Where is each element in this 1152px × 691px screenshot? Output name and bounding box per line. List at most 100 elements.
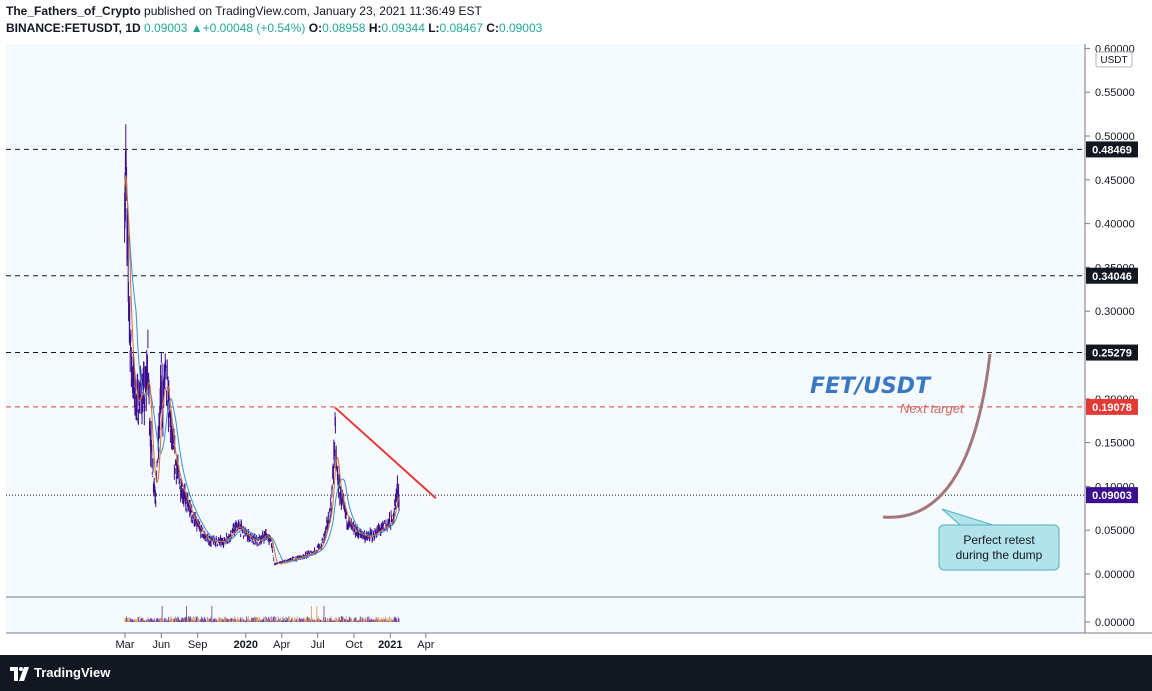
volume-bar [198, 617, 199, 622]
volume-bar [269, 618, 270, 622]
volume-bar [397, 620, 398, 622]
symbol-watermark-title[interactable]: FET/USDT [810, 374, 932, 399]
volume-bar [183, 618, 184, 622]
volume-bar [130, 619, 132, 622]
volume-bar [220, 618, 222, 622]
price-chart[interactable]: Perfect retest during the dump FET/USDT … [0, 44, 1152, 655]
volume-bar [199, 619, 201, 622]
volume-bar [241, 620, 243, 622]
y-tick-label: 0.55000 [1095, 87, 1135, 99]
plot-background [6, 44, 1085, 633]
callout-line1: Perfect retest [963, 533, 1035, 547]
volume-bar [261, 619, 263, 622]
volume-bar [277, 616, 279, 622]
volume-bar [251, 617, 253, 622]
volume-bar [141, 617, 142, 622]
volume-bar [204, 616, 206, 622]
volume-bar [355, 617, 356, 622]
volume-bar [142, 618, 144, 622]
volume-bar [305, 618, 307, 622]
volume-bar [359, 616, 361, 622]
volume-bar [156, 618, 157, 622]
volume-bar [201, 616, 202, 622]
volume-bar [292, 620, 294, 622]
volume-bar [254, 617, 256, 622]
volume-bar [144, 620, 146, 622]
volume-bar [224, 616, 226, 622]
level-label: 0.25279 [1092, 348, 1132, 360]
tradingview-brand[interactable]: TradingView [34, 665, 111, 680]
volume-bar [333, 620, 334, 622]
volume-bar [257, 617, 259, 622]
currency-label: USDT [1100, 55, 1127, 66]
chart-header: The_Fathers_of_Crypto published on Tradi… [0, 0, 1152, 44]
volume-bar [366, 620, 368, 622]
volume-bar [134, 619, 136, 622]
volume-bar [126, 616, 127, 622]
level-label-bg [1086, 267, 1138, 284]
volume-bar [314, 620, 316, 622]
volume-bar [252, 617, 254, 622]
volume-bar [153, 618, 155, 622]
volume-bar [219, 618, 221, 622]
volume-bar [265, 616, 266, 622]
author-name[interactable]: The_Fathers_of_Crypto [6, 4, 141, 18]
volume-bar [150, 618, 152, 622]
volume-bar [324, 620, 326, 622]
volume-bar [139, 616, 141, 622]
volume-bar [147, 617, 149, 622]
volume-bar [337, 620, 339, 622]
next-target-label[interactable]: Next target [900, 401, 965, 416]
price-change: +0.00048 (+0.54%) [202, 21, 306, 35]
volume-bar [256, 617, 258, 622]
callout[interactable]: Perfect retest during the dump [938, 508, 1060, 571]
volume-bar [246, 618, 248, 622]
volume-bar [130, 618, 131, 622]
time-axis[interactable]: Mar Jun Sep 2020 Apr Jul Oct 2021 Apr [116, 633, 435, 651]
volume-bar [156, 618, 158, 622]
volume-bar [232, 619, 234, 622]
tradingview-logo-icon[interactable] [10, 664, 30, 682]
symbol-label: BINANCE:FETUSDT, 1D [6, 21, 141, 35]
volume-bar [154, 620, 156, 622]
volume-bar [278, 618, 280, 622]
volume-bar [165, 620, 167, 622]
volume-bar [260, 620, 262, 622]
volume-bar [231, 618, 233, 622]
volume-bar [176, 619, 178, 622]
volume-bar [346, 619, 348, 622]
volume-bar [151, 618, 153, 622]
volume-bar [367, 617, 368, 622]
parabolic-arc[interactable] [882, 353, 992, 519]
volume-bar [352, 619, 354, 622]
x-tick-label: Jun [152, 639, 170, 651]
volume-bar [301, 617, 303, 622]
red-trendline[interactable] [334, 406, 437, 500]
level-label: 0.48469 [1092, 144, 1132, 156]
volume-bar [129, 617, 131, 622]
x-tick-label: 2020 [234, 639, 258, 651]
volume-bar [137, 617, 139, 622]
volume-bar [327, 618, 329, 622]
volume-bar [394, 617, 396, 622]
currency-badge[interactable] [1095, 51, 1133, 68]
level-label: 0.09003 [1092, 490, 1132, 502]
volume-bar [237, 616, 239, 622]
volume-bar [164, 618, 165, 622]
volume-bar [211, 606, 213, 622]
volume-bar [186, 606, 187, 622]
last-price: 0.09003 [144, 21, 188, 35]
volume-bar [340, 620, 341, 622]
volume-bar [213, 619, 214, 622]
volume-bar [267, 617, 269, 622]
volume-bar [355, 617, 357, 622]
volume-bar [140, 619, 142, 622]
volume-bar [186, 618, 188, 622]
callout-line2: during the dump [956, 548, 1043, 562]
volume-bar [340, 616, 342, 622]
volume-bar [222, 618, 224, 622]
volume-bar [253, 617, 255, 622]
volume-bar [194, 617, 195, 622]
volume-bar [189, 617, 191, 622]
volume-bar [213, 618, 215, 622]
